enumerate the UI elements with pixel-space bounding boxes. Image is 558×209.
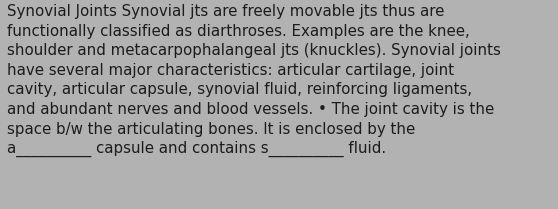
Text: Synovial Joints Synovial jts are freely movable jts thus are
functionally classi: Synovial Joints Synovial jts are freely … xyxy=(7,4,501,157)
